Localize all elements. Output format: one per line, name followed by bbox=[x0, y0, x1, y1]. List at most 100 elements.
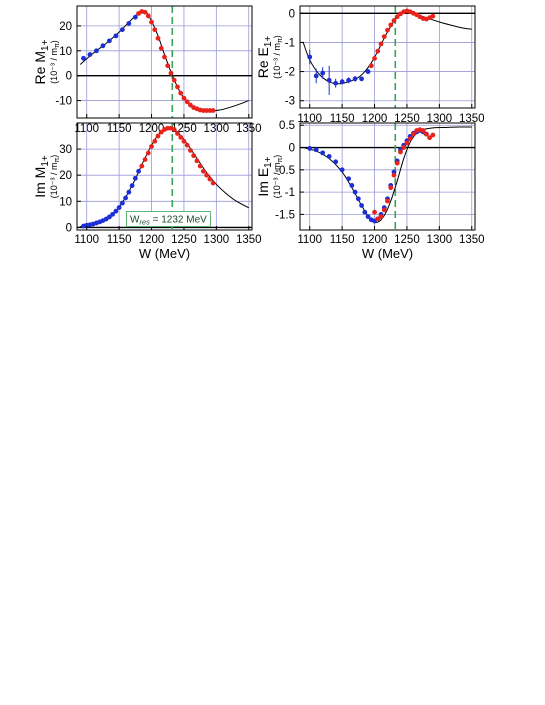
y-tick-label: -10 bbox=[55, 96, 72, 108]
y-unit-main: (10⁻³ / m bbox=[272, 163, 282, 199]
data-point-red bbox=[158, 45, 164, 51]
data-point-red bbox=[191, 153, 197, 159]
data-point-red bbox=[391, 18, 397, 23]
data-point-red bbox=[401, 145, 407, 150]
plot-frame bbox=[76, 122, 253, 231]
data-point-red bbox=[372, 56, 377, 61]
data-point-blue bbox=[313, 147, 319, 153]
data-point-blue bbox=[107, 214, 112, 220]
data-point-red bbox=[149, 19, 154, 25]
x-tick-label: 1200 bbox=[362, 113, 388, 125]
x-tick-label: 1300 bbox=[427, 234, 453, 246]
x-axis-label: W (MeV) bbox=[362, 246, 413, 261]
data-point-blue bbox=[339, 167, 345, 173]
y-label-subscript: 1+ bbox=[40, 39, 51, 51]
y-tick-label: 0 bbox=[289, 143, 295, 155]
y-unit-close: ) bbox=[272, 35, 282, 38]
x-tick-label: 1250 bbox=[394, 234, 420, 246]
data-point-blue bbox=[359, 203, 364, 208]
model-curve bbox=[302, 10, 472, 85]
y-label-subscript: 1+ bbox=[40, 155, 51, 167]
data-point-red bbox=[207, 176, 213, 182]
data-point-red bbox=[204, 172, 210, 178]
y-label-main: Im E bbox=[255, 168, 271, 197]
data-point-red bbox=[378, 214, 384, 220]
data-point-red bbox=[378, 41, 384, 47]
y-label-main: Re E bbox=[255, 47, 271, 78]
x-tick-label: 1350 bbox=[459, 234, 485, 246]
data-point-blue bbox=[352, 76, 358, 82]
data-point-red bbox=[430, 132, 436, 138]
data-point-blue bbox=[113, 208, 119, 214]
y-axis-unit: (10⁻³ / mπ) bbox=[49, 155, 61, 199]
annotation-value: = 1232 MeV bbox=[150, 215, 207, 226]
data-point-blue bbox=[346, 176, 352, 182]
data-point-blue bbox=[94, 48, 99, 54]
x-tick-label: 1250 bbox=[171, 234, 197, 246]
x-tick-label: 1350 bbox=[459, 113, 485, 125]
data-point-blue bbox=[359, 76, 364, 82]
x-tick-label: 1350 bbox=[236, 234, 262, 246]
y-tick-label: 0 bbox=[289, 8, 295, 20]
data-point-red bbox=[188, 148, 193, 153]
data-point-blue bbox=[136, 168, 141, 174]
data-point-blue bbox=[107, 38, 112, 44]
x-axis-label: W (MeV) bbox=[139, 246, 190, 261]
data-point-blue bbox=[307, 146, 313, 151]
y-unit-close: ) bbox=[49, 40, 59, 43]
data-point-blue bbox=[365, 214, 371, 220]
y-label-main: Re M bbox=[32, 51, 48, 84]
data-point-red bbox=[385, 27, 390, 33]
data-point-blue bbox=[326, 154, 332, 159]
data-point-red bbox=[381, 207, 387, 213]
data-point-blue bbox=[113, 33, 119, 39]
data-point-blue bbox=[123, 195, 129, 201]
data-point-blue bbox=[339, 79, 345, 85]
data-point-blue bbox=[116, 205, 122, 210]
data-point-red bbox=[155, 133, 161, 139]
y-tick-label: -2 bbox=[285, 67, 295, 79]
y-unit-main: (10⁻³ / m bbox=[272, 43, 282, 79]
y-unit-close: ) bbox=[272, 155, 282, 158]
data-point-blue bbox=[119, 200, 125, 206]
y-axis-unit: (10⁻³ / mπ) bbox=[49, 40, 61, 84]
data-point-red bbox=[181, 95, 187, 101]
data-point-red bbox=[194, 158, 200, 164]
x-tick-label: 1300 bbox=[427, 113, 453, 125]
plot-frame bbox=[76, 5, 253, 119]
data-point-red bbox=[171, 77, 177, 83]
data-point-red bbox=[145, 13, 151, 19]
data-point-blue bbox=[326, 77, 332, 83]
data-point-blue bbox=[132, 14, 138, 20]
y-tick-label: 0 bbox=[66, 222, 72, 234]
data-point-red bbox=[152, 27, 158, 33]
data-point-blue bbox=[119, 27, 125, 33]
data-point-blue bbox=[352, 189, 358, 195]
x-tick-label: 1300 bbox=[204, 234, 230, 246]
resonance-annotation: Wres = 1232 MeV bbox=[130, 215, 207, 227]
y-axis-label: Re E1+ bbox=[255, 36, 274, 79]
data-point-blue bbox=[365, 69, 371, 74]
data-point-red bbox=[200, 168, 206, 174]
y-unit-subscript: π bbox=[54, 158, 61, 163]
plot-frame bbox=[299, 5, 476, 109]
x-tick-label: 1100 bbox=[297, 234, 322, 246]
data-point-red bbox=[372, 209, 377, 215]
x-tick-label: 1250 bbox=[394, 113, 420, 125]
x-tick-label: 1150 bbox=[330, 234, 355, 246]
data-point-blue bbox=[333, 80, 339, 86]
data-point-red bbox=[420, 128, 426, 133]
y-unit-close: ) bbox=[49, 155, 59, 158]
data-point-red bbox=[152, 138, 158, 144]
data-point-red bbox=[385, 198, 390, 204]
y-tick-label: 20 bbox=[59, 21, 72, 33]
y-unit-main: (10⁻³ / m bbox=[49, 163, 59, 199]
panel-re-e1: 1100 1150 1200 1250 1300 1350 -3 -2 -1 0 Re E1+(10… bbox=[255, 5, 485, 125]
data-point-blue bbox=[129, 183, 135, 189]
y-unit-subscript: π bbox=[54, 43, 61, 48]
data-point-red bbox=[162, 54, 167, 60]
data-point-blue bbox=[320, 150, 326, 156]
data-point-red bbox=[398, 149, 403, 155]
